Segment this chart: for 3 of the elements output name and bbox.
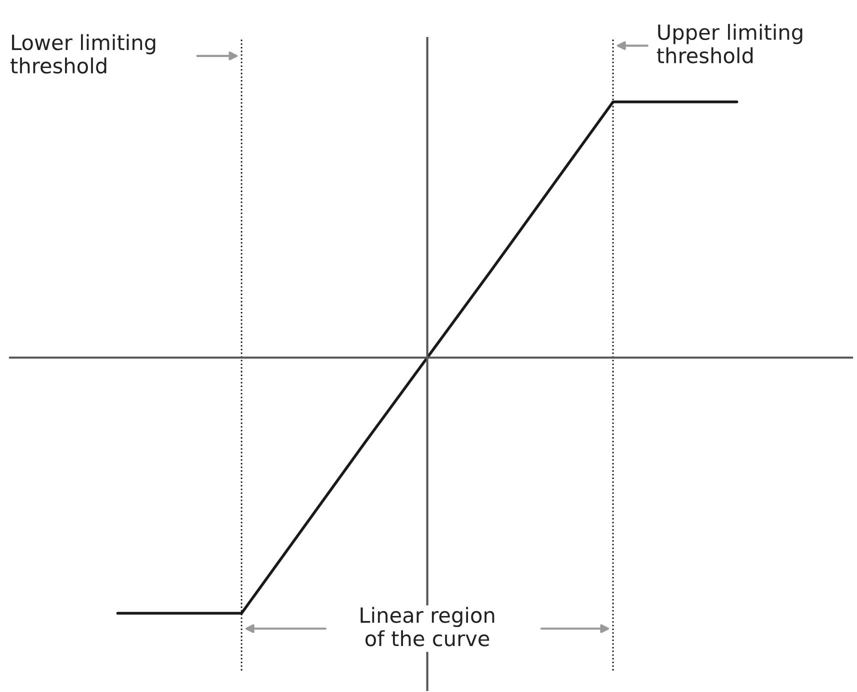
text: Lower limiting threshold [10,34,156,74]
annotation: Linear region of the curve [360,606,494,646]
text: Upper limiting threshold [656,24,802,64]
